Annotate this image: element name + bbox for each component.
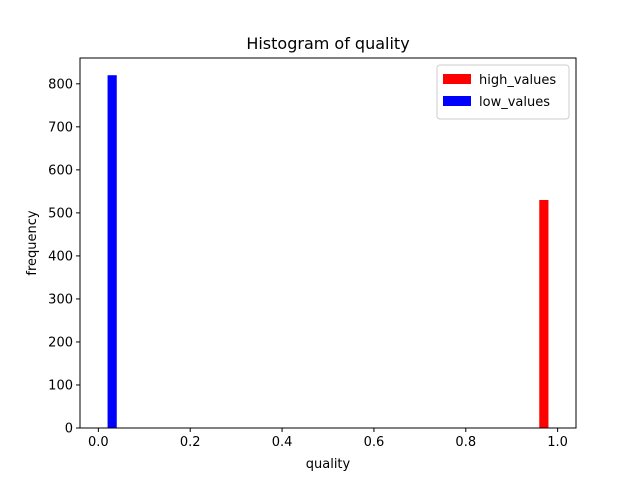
y-tick-label: 500: [48, 206, 73, 221]
bar-high_values-0: [539, 199, 549, 428]
x-tick-label: 1.0: [547, 435, 568, 450]
legend-label-low_values: low_values: [479, 95, 550, 110]
y-tick-label: 300: [48, 292, 73, 307]
plot-frame: [79, 57, 577, 429]
y-tick-label: 0: [65, 422, 73, 437]
x-tick-label: 0.0: [88, 435, 109, 450]
x-tick-label: 0.8: [455, 435, 476, 450]
bar-low_values-0: [107, 75, 117, 429]
y-tick-label: 100: [48, 378, 73, 393]
y-axis-label: frequency: [25, 210, 40, 276]
y-tick-label: 200: [48, 335, 73, 350]
chart-title: Histogram of quality: [246, 34, 409, 53]
y-tick-label: 800: [48, 77, 73, 92]
legend: high_values low_values: [436, 64, 570, 120]
y-tick-label: 600: [48, 163, 73, 178]
x-tick-label: 0.2: [180, 435, 201, 450]
legend-swatch-high_values: [443, 74, 471, 84]
legend-swatch-low_values: [443, 96, 471, 106]
legend-label-high_values: high_values: [479, 73, 556, 88]
bars-layer: [107, 75, 549, 429]
x-axis: 0.0 0.2 0.4 0.6 0.8 1.0: [88, 428, 568, 450]
x-tick-label: 0.6: [364, 435, 385, 450]
y-axis: 0 100 200 300 400 500 600 700 800: [48, 77, 80, 437]
x-axis-label: quality: [306, 457, 351, 472]
y-tick-label: 700: [48, 120, 73, 135]
y-tick-label: 400: [48, 249, 73, 264]
x-tick-label: 0.4: [272, 435, 293, 450]
